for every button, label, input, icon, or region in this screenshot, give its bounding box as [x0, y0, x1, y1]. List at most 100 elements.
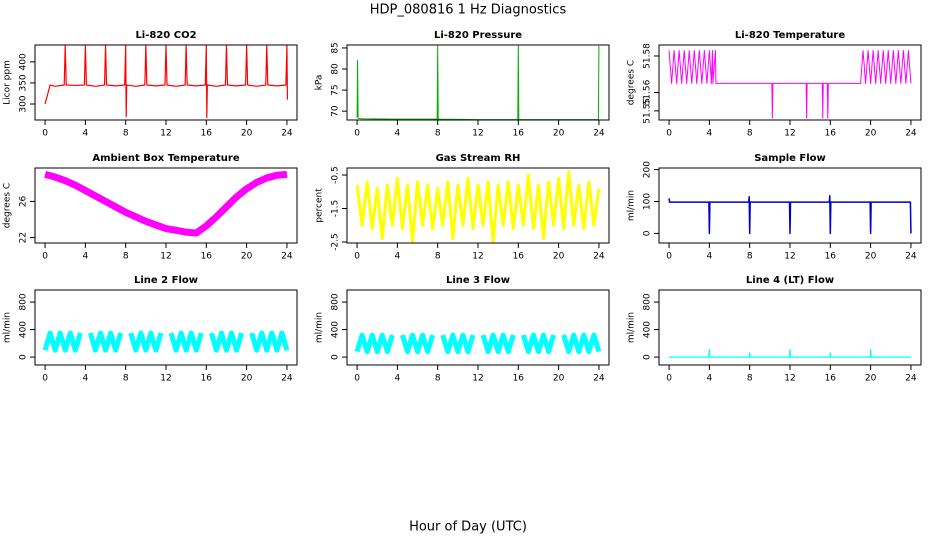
x-tick-label: 8 — [123, 252, 129, 262]
x-tick-label: 16 — [513, 129, 525, 139]
data-line — [668, 49, 912, 119]
y-axis-label: ml/min — [315, 312, 325, 343]
panel-title: Line 4 (LT) Flow — [746, 275, 834, 286]
y-tick-label: 51.55 — [643, 98, 653, 124]
y-axis-label: percent — [315, 188, 325, 223]
x-tick-label: 20 — [553, 374, 565, 384]
plot-lines — [42, 330, 290, 353]
panel: Li-820 Temperature degrees C 0 4 8 12 16 20 24 51… — [627, 30, 922, 139]
x-tick-label: 0 — [354, 374, 360, 384]
x-tick-label: 8 — [123, 129, 129, 139]
x-tick-label: 8 — [747, 252, 753, 262]
x-tick-label: 16 — [825, 129, 837, 139]
y-axis-label: kPa — [315, 75, 325, 91]
x-tick-label: 12 — [472, 252, 483, 262]
x-tick-label: 24 — [905, 374, 917, 384]
plot-lines — [669, 348, 911, 358]
y-tick-label: 400 — [643, 321, 653, 338]
y-tick-label: -0.5 — [331, 166, 341, 184]
x-tick-label: 4 — [395, 129, 401, 139]
data-line — [355, 170, 601, 243]
y-tick-label: 0 — [643, 230, 653, 236]
x-tick-label: 12 — [784, 374, 795, 384]
panel-title: Li-820 Temperature — [735, 30, 845, 41]
data-line — [354, 332, 602, 355]
x-tick-label: 20 — [241, 129, 253, 139]
x-tick-label: 4 — [707, 252, 713, 262]
x-tick-label: 12 — [160, 374, 171, 384]
plot-lines — [356, 45, 600, 120]
x-tick-label: 24 — [281, 129, 293, 139]
x-tick-label: 24 — [905, 252, 917, 262]
x-tick-label: 4 — [395, 252, 401, 262]
data-line — [669, 348, 911, 358]
panel: Gas Stream RH percent 0 4 8 12 16 20 24 -0.5 -1.5 -… — [315, 153, 610, 262]
panel-title: Gas Stream RH — [436, 153, 521, 164]
data-line — [42, 330, 290, 353]
x-tick-label: 8 — [123, 374, 129, 384]
x-tick-label: 20 — [865, 129, 877, 139]
x-tick-label: 24 — [593, 129, 605, 139]
panel: Ambient Box Temperature degrees C 0 4 8 12 16 2… — [3, 153, 298, 262]
x-tick-label: 20 — [553, 252, 565, 262]
y-tick-label: 22 — [19, 232, 29, 243]
y-axis-label: Licor ppm — [3, 60, 13, 105]
y-tick-label: 26 — [19, 195, 29, 207]
x-tick-label: 12 — [472, 374, 483, 384]
x-tick-label: 4 — [395, 374, 401, 384]
y-axis-label: ml/min — [627, 312, 637, 343]
x-tick-label: 12 — [472, 129, 483, 139]
y-tick-label: -2.5 — [331, 233, 341, 251]
plot-lines — [354, 332, 602, 355]
x-tick-label: 8 — [435, 252, 441, 262]
x-tick-label: 16 — [201, 129, 213, 139]
plot-lines — [668, 195, 912, 235]
x-tick-label: 12 — [160, 129, 171, 139]
x-tick-label: 0 — [354, 252, 360, 262]
panel: Line 3 Flow ml/min 0 4 8 12 16 20 24 0 400 800 — [315, 275, 610, 384]
plot-frame — [346, 44, 610, 121]
y-tick-label: 51.58 — [643, 43, 653, 69]
x-tick-label: 4 — [707, 374, 713, 384]
x-tick-label: 8 — [435, 374, 441, 384]
y-tick-label: 400 — [19, 53, 29, 70]
panel: Li-820 Pressure kPa 0 4 8 12 16 20 24 70 75 80 85 — [315, 30, 610, 139]
x-tick-label: 24 — [593, 374, 605, 384]
y-tick-label: 85 — [331, 42, 341, 53]
x-tick-label: 16 — [513, 374, 525, 384]
y-tick-label: 800 — [19, 293, 29, 310]
y-tick-label: 200 — [643, 161, 653, 178]
x-tick-label: 24 — [905, 129, 917, 139]
panel-title: Line 2 Flow — [134, 275, 198, 286]
data-line — [44, 170, 288, 237]
y-tick-label: 70 — [331, 105, 341, 117]
x-tick-label: 0 — [354, 129, 360, 139]
y-axis-label: degrees C — [3, 183, 13, 228]
panel-title: Sample Flow — [754, 153, 826, 164]
y-tick-label: 800 — [643, 293, 653, 310]
x-tick-label: 24 — [593, 252, 605, 262]
x-tick-label: 20 — [865, 374, 877, 384]
x-tick-label: 0 — [42, 252, 48, 262]
x-tick-label: 16 — [825, 374, 837, 384]
y-tick-label: 75 — [331, 84, 341, 95]
x-tick-label: 0 — [666, 129, 672, 139]
x-tick-label: 0 — [42, 374, 48, 384]
panel-title: Ambient Box Temperature — [92, 153, 239, 164]
y-tick-label: 350 — [19, 74, 29, 91]
data-line — [356, 45, 600, 120]
x-tick-label: 16 — [201, 252, 213, 262]
y-tick-label: 100 — [643, 193, 653, 210]
y-tick-label: 800 — [331, 293, 341, 310]
y-tick-label: -1.5 — [331, 200, 341, 218]
x-tick-label: 12 — [160, 252, 171, 262]
y-tick-label: 0 — [331, 354, 341, 360]
y-tick-label: 400 — [331, 321, 341, 338]
x-tick-label: 16 — [201, 374, 213, 384]
x-tick-label: 24 — [281, 374, 293, 384]
page-title: HDP_080816 1 Hz Diagnostics — [370, 3, 567, 18]
x-tick-label: 4 — [83, 129, 89, 139]
data-line — [668, 195, 912, 235]
x-tick-label: 12 — [784, 252, 795, 262]
panel: Sample Flow ml/min 0 4 8 12 16 20 24 0 100 200 — [627, 153, 922, 262]
